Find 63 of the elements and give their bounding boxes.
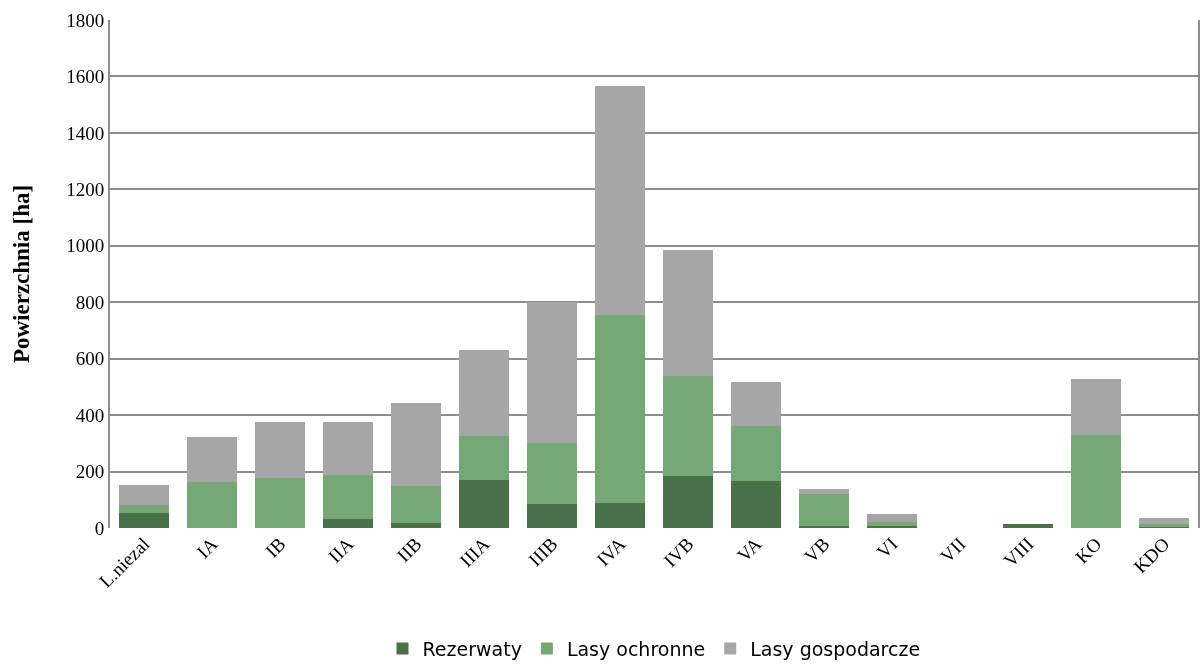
bar (526, 443, 578, 505)
bar (458, 350, 510, 436)
x-tick-label: IIA (324, 533, 358, 567)
bar (662, 376, 714, 476)
bar (254, 421, 306, 479)
bar (118, 513, 170, 528)
bar (390, 485, 442, 523)
bar (662, 250, 714, 377)
y-tick-label: 1200 (66, 178, 105, 200)
bar (118, 485, 170, 506)
y-tick-label: 800 (75, 291, 105, 313)
y-tick-label: 1000 (66, 235, 105, 257)
bar (458, 435, 510, 481)
bar (730, 382, 782, 426)
bar (390, 522, 442, 528)
bar (594, 314, 646, 503)
y-tick-label: 1800 (66, 9, 105, 31)
bar (730, 425, 782, 481)
bar (526, 302, 578, 444)
bar (662, 475, 714, 528)
x-tick-label: IIIB (524, 533, 562, 571)
x-tick-label: IA (192, 533, 222, 563)
x-tick-label: VA (733, 533, 766, 566)
bar (594, 502, 646, 528)
bar (390, 403, 442, 486)
bar (730, 480, 782, 528)
bar (118, 505, 170, 514)
bar (1070, 379, 1122, 435)
y-tick-label: 200 (75, 461, 105, 483)
legend-label: Lasy ochronne (566, 637, 706, 660)
x-tick-label: VII (936, 533, 970, 567)
y-tick-label: 1600 (66, 66, 105, 88)
x-tick-label: IVA (592, 533, 630, 571)
bar (1138, 518, 1190, 525)
bar (866, 513, 918, 522)
bar (186, 437, 238, 482)
legend-label: Rezerwaty (422, 637, 522, 660)
y-tick-label: 1400 (66, 122, 105, 144)
bar (322, 474, 374, 519)
bar (322, 518, 374, 528)
bar (866, 521, 918, 526)
y-tick-label: 0 (94, 517, 105, 539)
x-tick-label: IIB (392, 533, 426, 566)
x-tick-label: KO (1071, 533, 1106, 568)
bar (526, 504, 578, 528)
y-axis-title: Powierzchnia [ha] (9, 184, 35, 364)
bar (458, 480, 510, 528)
bar (322, 422, 374, 475)
x-tick-label: VB (800, 533, 834, 567)
legend-label: Lasy gospodarcze (750, 637, 921, 660)
bar (798, 494, 850, 526)
bar (594, 86, 646, 315)
y-tick-label: 600 (75, 348, 105, 370)
bar (254, 478, 306, 528)
y-tick-label: 400 (75, 404, 105, 426)
bar (1070, 434, 1122, 528)
bar (186, 481, 238, 528)
x-tick-label: VI (872, 533, 902, 563)
x-tick-label: IB (261, 533, 290, 562)
x-tick-label: IIIA (455, 533, 494, 572)
x-tick-label: IVB (659, 533, 698, 572)
x-tick-label: VIII (999, 533, 1038, 572)
bar (1002, 523, 1054, 528)
